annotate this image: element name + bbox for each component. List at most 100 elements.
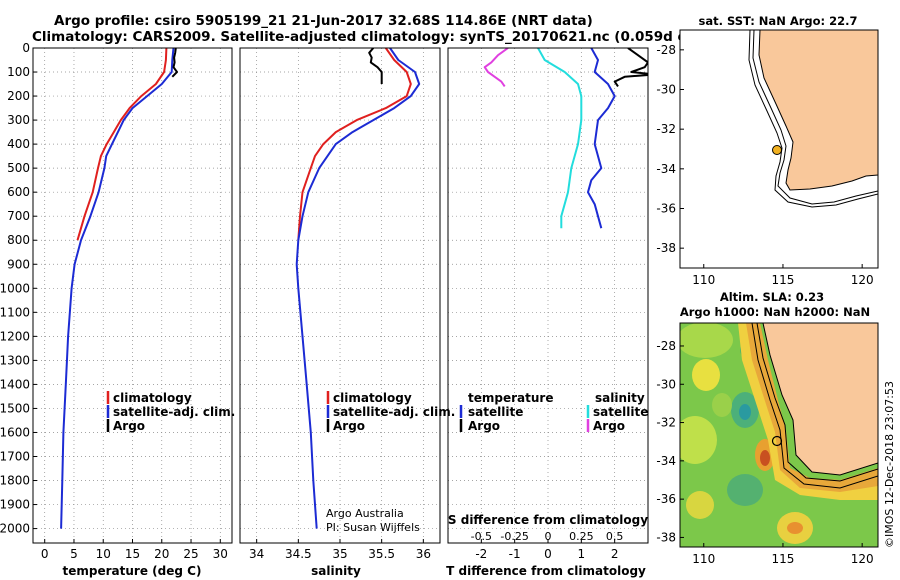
lat-tick-label: -36 xyxy=(656,492,676,506)
imos-watermark: ©IMOS 12-Dec-2018 23:07:53 xyxy=(883,381,896,548)
title-line-2: Climatology: CARS2009. Satellite-adjuste… xyxy=(32,29,734,45)
sla-map-title-2: Argo h1000: NaN h2000: NaN xyxy=(680,305,870,319)
series-line-satellite xyxy=(587,48,616,229)
x-tick-label: 35.5 xyxy=(368,547,395,561)
sst-map-title: sat. SST: NaN Argo: 22.7 xyxy=(698,14,857,28)
s-tick-label: -0.25 xyxy=(500,530,528,543)
isobath-1000 xyxy=(756,323,878,482)
t-difference-label: T difference from climatology xyxy=(446,564,646,578)
series-line-argo_salinity xyxy=(483,48,509,87)
y-tick-label: 1400 xyxy=(0,377,30,391)
y-tick-label: 1500 xyxy=(0,401,30,415)
salinity-legend: climatology satellite-adj. clim. Argo xyxy=(326,391,455,433)
y-tick-label: 600 xyxy=(7,185,30,199)
legend-satellite: satellite-adj. clim. xyxy=(113,405,235,419)
sst-map: sat. SST: NaN Argo: 22.7 110 115 120 -28 -3… xyxy=(656,14,879,287)
x-tick-label: 0 xyxy=(544,547,552,561)
legend-satellite: satellite-adj. clim. xyxy=(333,405,455,419)
lat-tick-label: -38 xyxy=(656,241,676,255)
lon-tick-label: 115 xyxy=(772,552,795,566)
sla-lon-ticks: 110 115 120 xyxy=(692,543,874,566)
s-tick-label: 0.25 xyxy=(569,530,594,543)
x-tick-label: 25 xyxy=(183,547,198,561)
sla-heatmap xyxy=(680,323,878,547)
series-line-argo xyxy=(368,48,383,84)
depth-y-ticks: 0 100 200 300 400 500 600 700 800 900 1000 1100 1200… xyxy=(0,41,37,536)
temperature-panel: 0 5 10 15 20 25 30 0 100 200 300 400 500 600 700 800 90… xyxy=(0,41,235,578)
isobath-2000 xyxy=(748,30,878,208)
series-line-argo xyxy=(613,48,648,87)
temperature-x-ticks: 0 5 10 15 20 25 30 xyxy=(41,539,228,561)
lat-tick-label: -32 xyxy=(656,416,676,430)
lat-tick-label: -36 xyxy=(656,202,676,216)
s-tick-label: 0 xyxy=(545,530,552,543)
lat-tick-label: -34 xyxy=(656,162,676,176)
lon-tick-label: 110 xyxy=(692,552,715,566)
lat-tick-label: -30 xyxy=(656,377,676,391)
x-tick-label: -2 xyxy=(475,547,487,561)
sla-map-title-1: Altim. SLA: 0.23 xyxy=(720,290,824,304)
legend-temperature-title: temperature xyxy=(468,391,553,405)
difference-grid xyxy=(448,47,648,543)
lat-tick-label: -30 xyxy=(656,83,676,97)
isobath-2000 xyxy=(751,323,878,489)
legend-s-argo: Argo xyxy=(593,419,625,433)
temperature-series xyxy=(60,48,178,529)
title-line-1: Argo profile: csiro 5905199_21 21-Jun-20… xyxy=(54,13,593,29)
y-tick-label: 1100 xyxy=(0,305,30,319)
sla-lat-ticks: -28 -30 -32 -34 -36 -38 xyxy=(656,339,684,544)
x-tick-label: 15 xyxy=(125,547,140,561)
legend-climatology: climatology xyxy=(333,391,412,405)
difference-x-ticks: -2 -1 0 1 2 xyxy=(475,539,618,561)
salinity-x-ticks: 34 34.5 35 35.5 36 xyxy=(249,539,431,561)
legend-argo: Argo xyxy=(113,419,145,433)
legend-t-argo: Argo xyxy=(468,419,500,433)
y-tick-label: 100 xyxy=(7,65,30,79)
temperature-legend: climatology satellite-adj. clim. Argo xyxy=(106,391,235,433)
x-tick-label: 30 xyxy=(213,547,228,561)
y-tick-label: 300 xyxy=(7,113,30,127)
y-tick-label: 500 xyxy=(7,161,30,175)
x-tick-label: 10 xyxy=(96,547,111,561)
y-tick-label: 2000 xyxy=(0,522,30,536)
sst-lat-ticks: -28 -30 -32 -34 -36 -38 xyxy=(656,43,684,255)
s-tick-label: 0.5 xyxy=(606,530,624,543)
y-tick-label: 1700 xyxy=(0,449,30,463)
x-tick-label: 0 xyxy=(41,547,49,561)
land-mass xyxy=(758,30,878,191)
y-tick-label: 1200 xyxy=(0,329,30,343)
isobath-1000 xyxy=(752,30,878,205)
difference-panel: -2 -1 0 1 2 -0.5 -0.25 0 0.25 0.5 S difference f… xyxy=(446,47,649,578)
legend-s-satellite: satellite xyxy=(593,405,648,419)
y-tick-label: 700 xyxy=(7,209,30,223)
series-line-satellite xyxy=(60,48,175,529)
sla-map: Altim. SLA: 0.23 Argo h1000: NaN h2000: … xyxy=(656,290,879,566)
x-tick-label: 2 xyxy=(611,547,619,561)
argo-position-marker xyxy=(772,145,782,155)
temperature-x-label: temperature (deg C) xyxy=(63,564,202,578)
y-tick-label: 400 xyxy=(7,137,30,151)
difference-series xyxy=(483,48,648,229)
legend-climatology: climatology xyxy=(113,391,192,405)
x-tick-label: 35 xyxy=(332,547,347,561)
y-tick-label: 1800 xyxy=(0,474,30,488)
x-tick-label: -1 xyxy=(509,547,521,561)
salinity-series xyxy=(295,48,421,529)
legend-salinity-title: salinity xyxy=(595,391,645,405)
y-tick-label: 900 xyxy=(7,257,30,271)
y-tick-label: 1000 xyxy=(0,281,30,295)
lon-tick-label: 115 xyxy=(772,273,795,287)
y-tick-label: 800 xyxy=(7,233,30,247)
lat-tick-label: -32 xyxy=(656,122,676,136)
temperature-grid xyxy=(33,47,232,543)
sla-map-frame xyxy=(679,322,879,548)
y-tick-label: 0 xyxy=(22,41,30,55)
lat-tick-label: -34 xyxy=(656,454,676,468)
series-line-climatology xyxy=(76,48,168,241)
argo-position-marker xyxy=(771,435,783,447)
difference-legend: temperature salinity satellite Argo sate… xyxy=(459,391,648,433)
legend-argo: Argo xyxy=(333,419,365,433)
salinity-x-label: salinity xyxy=(311,564,361,578)
legend-t-satellite: satellite xyxy=(468,405,523,419)
